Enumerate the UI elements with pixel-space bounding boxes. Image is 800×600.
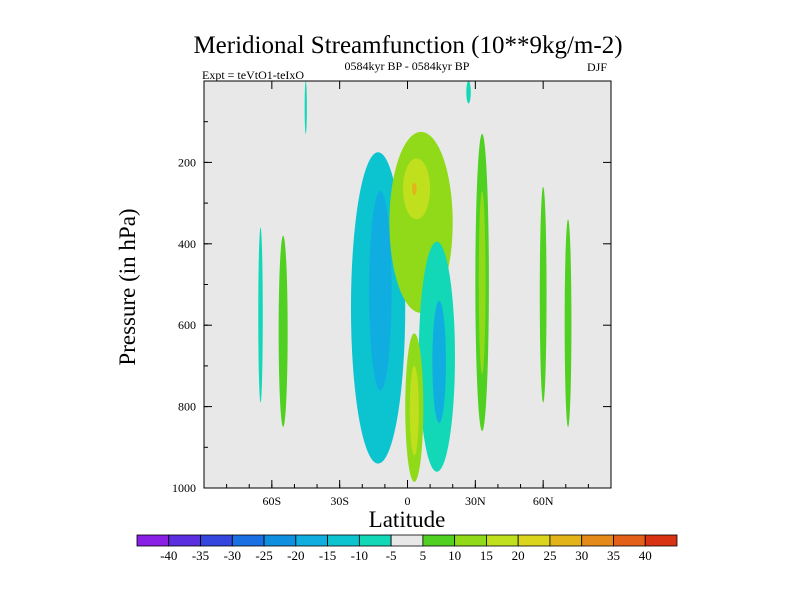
colorbar-label: -10: [351, 548, 368, 563]
contour-cell-12: [278, 235, 288, 427]
x-axis-label: Latitude: [369, 507, 446, 532]
colorbar-swatch: [200, 534, 233, 547]
colorbar-swatch: [486, 534, 519, 547]
x-tick-label: 60S: [262, 494, 281, 508]
contour-cell-7: [432, 300, 446, 423]
contour-cell-11: [478, 190, 486, 375]
colorbar-swatch: [454, 534, 487, 547]
y-tick-label: 200: [178, 155, 196, 169]
contour-cell-2: [369, 190, 392, 391]
colorbar-label: 10: [448, 548, 461, 563]
colorbar-label: -5: [386, 548, 397, 563]
colorbar-label: 40: [639, 548, 652, 563]
contour-cell-14: [539, 186, 547, 403]
chart-title: Meridional Streamfunction (10**9kg/m-2): [193, 32, 622, 59]
colorbar-swatch: [390, 534, 424, 547]
season-label: DJF: [587, 60, 607, 74]
colorbar-label: 25: [543, 548, 556, 563]
y-tick-label: 800: [178, 400, 196, 414]
contour-cell-9: [409, 365, 419, 456]
contour-fill-group: [258, 81, 572, 482]
colorbar-swatch: [168, 534, 201, 547]
contour-cell-16: [304, 81, 307, 134]
period-label: 0584kyr BP - 0584kyr BP: [345, 59, 470, 73]
colorbar-swatch: [231, 534, 265, 547]
x-tick-label: 30N: [465, 494, 486, 508]
colorbar-swatch: [549, 534, 583, 547]
contour-cell-13: [258, 227, 263, 403]
colorbar-swatch: [327, 534, 360, 547]
colorbar-swatch: [422, 534, 456, 547]
y-axis-label: Pressure (in hPa): [115, 208, 140, 365]
colorbar-label: 15: [480, 548, 493, 563]
contour-cell-5: [412, 182, 417, 195]
colorbar-swatch: [517, 534, 551, 547]
colorbar-label: -15: [319, 548, 336, 563]
colorbar-swatch: [358, 534, 392, 547]
x-tick-label: 60N: [533, 494, 554, 508]
y-tick-label: 400: [178, 237, 196, 251]
colorbar-swatch: [644, 534, 678, 547]
contour-cell-15: [564, 219, 572, 427]
x-tick-label: 0: [405, 494, 411, 508]
colorbar-swatch: [613, 534, 646, 547]
colorbar-label: -35: [192, 548, 209, 563]
colorbar-label: -25: [255, 548, 272, 563]
colorbar-label: -20: [287, 548, 304, 563]
colorbar-label: -30: [224, 548, 241, 563]
axis-ticks: 60S 30S 0 30N 60N 200 400 600 800 1000: [172, 81, 612, 508]
colorbar: -40 -35 -30 -25 -20 -15 -10 -5 5 10 15 20 25 30 35 40: [136, 534, 678, 563]
y-tick-label: 1000: [172, 481, 196, 495]
x-tick-label: 30S: [330, 494, 349, 508]
colorbar-swatch: [263, 534, 297, 547]
colorbar-swatch: [136, 534, 170, 547]
colorbar-label: -40: [160, 548, 177, 563]
colorbar-swatch: [581, 534, 614, 547]
colorbar-label: 5: [420, 548, 427, 563]
colorbar-swatch: [295, 534, 328, 547]
experiment-label: Expt = teVtO1-teIxO: [202, 68, 304, 82]
y-tick-label: 600: [178, 318, 196, 332]
contour-cell-17: [466, 81, 471, 104]
colorbar-label: 30: [575, 548, 588, 563]
colorbar-label: 35: [607, 548, 620, 563]
colorbar-label: 20: [512, 548, 525, 563]
